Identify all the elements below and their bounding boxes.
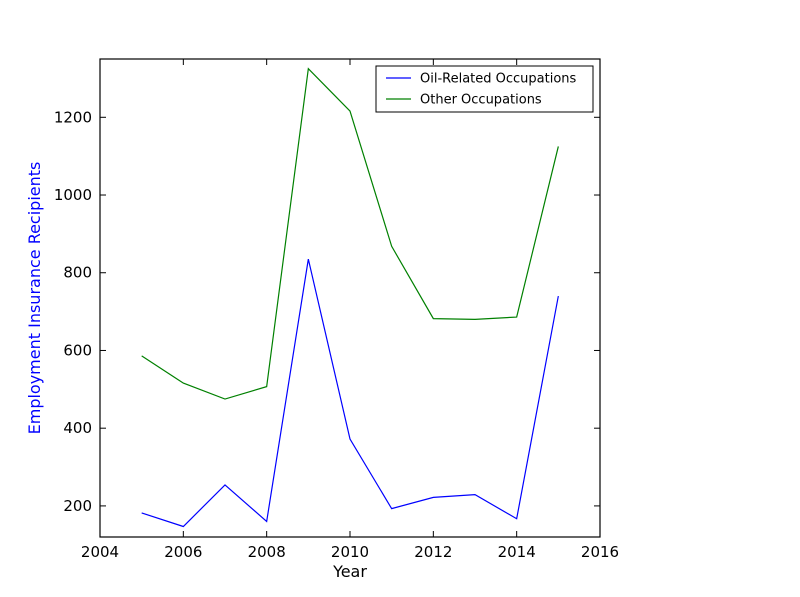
legend: Oil-Related Occupations Other Occupations xyxy=(375,65,594,113)
y-tick-label: 600 xyxy=(63,341,92,359)
series-line-1 xyxy=(141,259,559,528)
series-layer xyxy=(141,67,559,528)
legend-box xyxy=(375,65,594,113)
x-tick-label: 2006 xyxy=(164,543,202,561)
x-tick-label: 2016 xyxy=(581,543,619,561)
y-tick-label: 200 xyxy=(63,497,92,515)
y-tick-label: 800 xyxy=(63,264,92,282)
plot-frame xyxy=(99,58,601,538)
series-line-2 xyxy=(141,67,559,400)
legend-label-1: Oil-Related Occupations xyxy=(420,72,577,87)
x-tick-label: 2004 xyxy=(81,543,119,561)
x-tick-label: 2012 xyxy=(414,543,452,561)
x-tick-label: 2008 xyxy=(248,543,286,561)
y-axis-label: Employment Insurance Recipients xyxy=(25,162,44,435)
x-axis-label: Year xyxy=(332,562,367,581)
y-tick-label: 400 xyxy=(63,419,92,437)
y-tick-label: 1000 xyxy=(54,186,92,204)
y-tick-label: 1200 xyxy=(54,108,92,126)
x-tick-label: 2014 xyxy=(498,543,536,561)
legend-label-2: Other Occupations xyxy=(420,93,542,108)
ticks-layer: 2004 2006 2008 2010 2012 2014 2016 200 400 600 800… xyxy=(54,59,619,561)
x-tick-label: 2010 xyxy=(331,543,369,561)
